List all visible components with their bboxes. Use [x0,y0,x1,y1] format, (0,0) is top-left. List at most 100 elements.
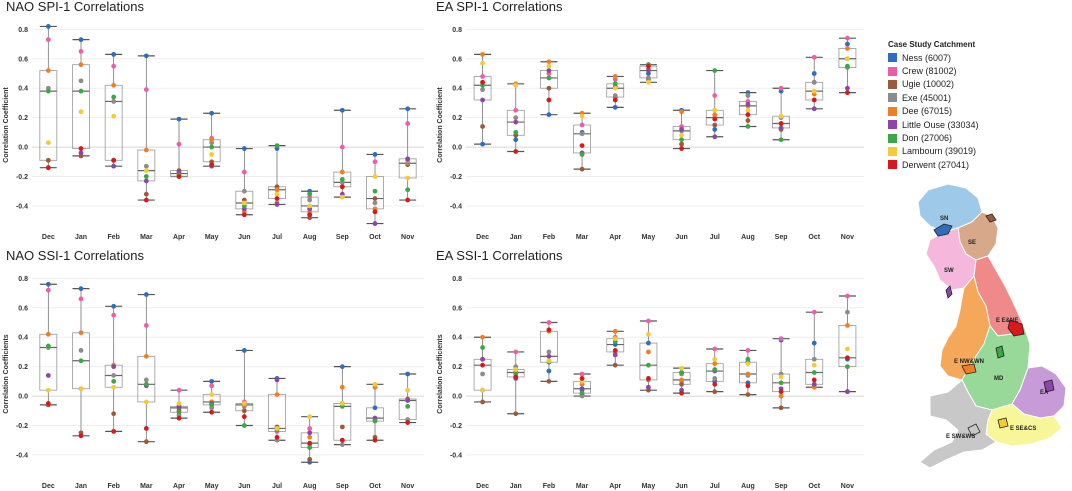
data-point [712,68,718,73]
catchment-ness-shape [933,223,953,237]
data-point [143,191,149,197]
data-point [209,402,215,408]
data-point [712,367,718,372]
data-point [679,146,684,151]
data-point [307,445,313,450]
data-point [579,166,585,172]
data-point [143,197,149,203]
data-point [45,165,51,171]
x-tick-label: Dec [42,483,55,490]
data-point [646,68,651,73]
catchment-outline-sw [945,285,953,299]
data-point [209,378,215,384]
data-point [513,411,519,417]
data-point [372,437,378,443]
data-point [274,191,280,197]
x-tick-label: May [642,234,656,241]
data-point [646,63,651,69]
data-point [372,209,378,215]
data-point [679,390,684,396]
data-point [612,328,618,334]
data-point [778,374,784,380]
legend: Case Study Catchment Ness (6007) Crew (81… [888,40,979,172]
data-point [646,376,651,381]
data-point [405,121,411,126]
data-point [274,187,280,193]
legend-item: Lambourn (39019) [888,145,979,158]
y-tick-label: 0.0 [18,145,28,152]
data-point [78,296,84,302]
legend-swatch [888,106,897,116]
data-point [811,377,817,383]
data-point [811,309,817,315]
x-tick-label: Jan [510,234,522,241]
data-point [546,368,552,374]
data-point [143,53,149,59]
data-point [241,414,247,420]
x-tick-label: Dec [476,234,489,241]
y-tick-label: 0.4 [18,86,28,93]
data-point [546,320,552,325]
data-point [143,174,149,179]
data-point [811,97,817,103]
data-point [579,122,585,128]
data-point [111,157,117,163]
data-point [209,110,215,116]
data-point [646,318,651,324]
data-point [778,336,784,342]
data-point [209,144,215,150]
charts-canvas: -0.4 -0.2 0.0 0.2 0.4 0.6 0.8 Correlation Coeff… [3,24,864,490]
legend-swatch [888,66,897,76]
data-point [712,134,718,140]
x-tick-label: Mar [576,234,589,241]
data-point [646,75,651,81]
legend-item: Ness (6007) [888,51,979,64]
map-label-md: MD [994,376,1004,382]
legend-label: Don (27006) [902,133,953,144]
data-point [372,159,378,165]
data-point [480,124,485,129]
data-point [241,169,247,175]
map-label-se: SE [968,240,976,246]
data-point [307,191,313,197]
data-point [111,411,117,417]
data-point [480,97,485,103]
data-point [778,137,784,143]
data-point [679,377,684,383]
x-tick-label: Jun [675,483,687,490]
data-point [143,381,149,387]
x-tick-label: Feb [107,234,119,241]
data-point [78,146,84,151]
data-point [307,203,313,209]
data-point [480,60,485,66]
data-point [143,163,149,169]
map-label-ea: EA [1040,390,1049,396]
data-point [546,59,552,65]
y-tick-label: 0.6 [18,56,28,63]
data-point [45,24,51,29]
box [573,124,591,154]
data-point [679,132,684,138]
data-point [143,87,149,93]
data-point [513,349,519,355]
data-point [307,212,313,218]
x-tick-label: Aug [303,234,317,241]
x-tick-label: Jan [510,483,522,490]
data-point [845,46,850,51]
data-point [579,371,585,377]
data-point [546,97,552,103]
data-point [307,430,313,436]
data-point [745,102,751,107]
data-point [274,434,280,440]
data-point [845,90,850,96]
map-label-sw: SW [944,268,954,274]
data-point [274,392,280,397]
data-point [712,361,718,367]
data-point [513,367,519,372]
data-point [45,281,51,287]
x-tick-label: Oct [369,483,381,490]
data-point [274,426,280,431]
y-tick-label: 0.0 [452,394,462,401]
data-point [811,88,817,94]
data-point [513,107,519,113]
